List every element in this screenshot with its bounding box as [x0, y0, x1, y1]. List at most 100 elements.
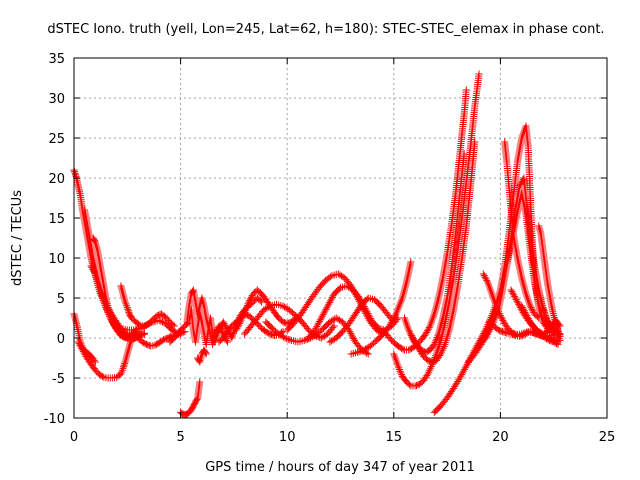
data-point-marker [460, 365, 468, 373]
data-point-marker [311, 326, 319, 334]
data-point-marker [246, 296, 254, 304]
data-point-marker [551, 339, 559, 347]
series-track-9 [134, 330, 185, 350]
data-point-marker [315, 319, 323, 327]
data-point-marker [163, 315, 171, 323]
data-point-marker [497, 313, 505, 321]
data-point-marker [217, 325, 225, 333]
data-point-marker [411, 382, 419, 390]
data-point-marker [241, 307, 249, 315]
data-point-marker [312, 324, 320, 332]
data-point-marker [399, 345, 407, 353]
data-point-marker [283, 335, 291, 343]
series-track-16 [241, 300, 338, 342]
data-point-marker [457, 372, 465, 380]
data-point-marker [319, 311, 327, 319]
data-point-marker [496, 327, 504, 335]
data-point-marker [541, 308, 549, 316]
data-point-marker [362, 306, 370, 314]
data-point-marker [131, 333, 139, 341]
data-point-marker [81, 351, 89, 359]
data-point-marker [162, 335, 170, 343]
data-point-marker [139, 323, 147, 331]
data-point-marker [151, 341, 159, 349]
data-point-marker [311, 289, 319, 297]
y-tick-label: 0 [57, 332, 65, 347]
data-point-marker [108, 312, 116, 320]
data-point-marker [424, 356, 432, 364]
data-point-marker [142, 340, 150, 348]
data-point-marker [413, 381, 421, 389]
y-tick-label: -10 [44, 412, 65, 427]
data-point-marker [284, 335, 292, 343]
data-points [70, 70, 564, 419]
data-point-marker [220, 320, 228, 328]
data-point-marker [422, 330, 430, 338]
data-point-marker [391, 312, 399, 320]
series-track-31 [486, 318, 562, 346]
data-point-marker [485, 327, 493, 335]
data-point-marker [539, 304, 547, 312]
data-point-marker [547, 337, 555, 345]
data-point-marker [425, 324, 433, 332]
data-point-marker [430, 357, 438, 365]
data-point-marker [481, 334, 489, 342]
data-point-marker [512, 296, 520, 304]
data-point-marker [462, 362, 470, 370]
data-point-marker [348, 331, 356, 339]
data-point-marker [509, 289, 517, 297]
data-point-marker [89, 265, 97, 273]
data-point-marker [247, 293, 255, 301]
data-point-marker [396, 344, 404, 352]
data-point-marker [283, 320, 291, 328]
data-point-marker [146, 320, 154, 328]
data-point-marker [104, 304, 112, 312]
data-point-marker [106, 307, 114, 315]
series-track-35 [507, 286, 562, 348]
data-point-marker [76, 341, 84, 349]
data-point-marker [71, 169, 79, 177]
data-point-marker [107, 311, 115, 319]
data-point-marker [310, 291, 318, 299]
data-point-marker [461, 364, 469, 372]
data-point-marker [265, 329, 273, 337]
data-point-marker [543, 315, 551, 323]
data-point-marker [120, 363, 128, 371]
data-point-marker [326, 297, 334, 305]
data-point-marker [91, 237, 99, 245]
data-point-marker [541, 334, 549, 342]
data-point-marker [486, 325, 494, 333]
data-point-marker [459, 369, 467, 377]
data-point-marker [475, 70, 483, 78]
data-point-marker [152, 340, 160, 348]
data-point-marker [494, 326, 502, 334]
data-point-marker [322, 305, 330, 313]
series-track-6 [89, 234, 142, 340]
data-point-marker [540, 305, 548, 313]
data-point-marker [383, 332, 391, 340]
data-point-marker [460, 367, 468, 375]
data-point-marker [508, 331, 516, 339]
data-point-marker [243, 301, 251, 309]
data-point-marker [407, 258, 415, 266]
data-point-marker [388, 317, 396, 325]
series-track-22 [379, 86, 470, 354]
data-point-marker [483, 331, 491, 339]
data-point-marker [321, 307, 329, 315]
data-point-marker [330, 322, 338, 330]
data-point-marker [235, 320, 243, 328]
data-point-marker [247, 295, 255, 303]
data-point-marker [535, 314, 543, 322]
data-point-marker [405, 346, 413, 354]
data-point-marker [303, 324, 311, 332]
data-point-marker [119, 364, 127, 372]
data-point-marker [390, 313, 398, 321]
data-point-marker [196, 378, 204, 386]
data-point-marker [286, 336, 294, 344]
data-point-marker [434, 332, 442, 340]
series-track-15 [232, 286, 300, 334]
data-point-marker [554, 333, 562, 341]
data-point-marker [357, 347, 365, 355]
data-point-marker [389, 315, 397, 323]
data-point-marker [324, 302, 332, 310]
